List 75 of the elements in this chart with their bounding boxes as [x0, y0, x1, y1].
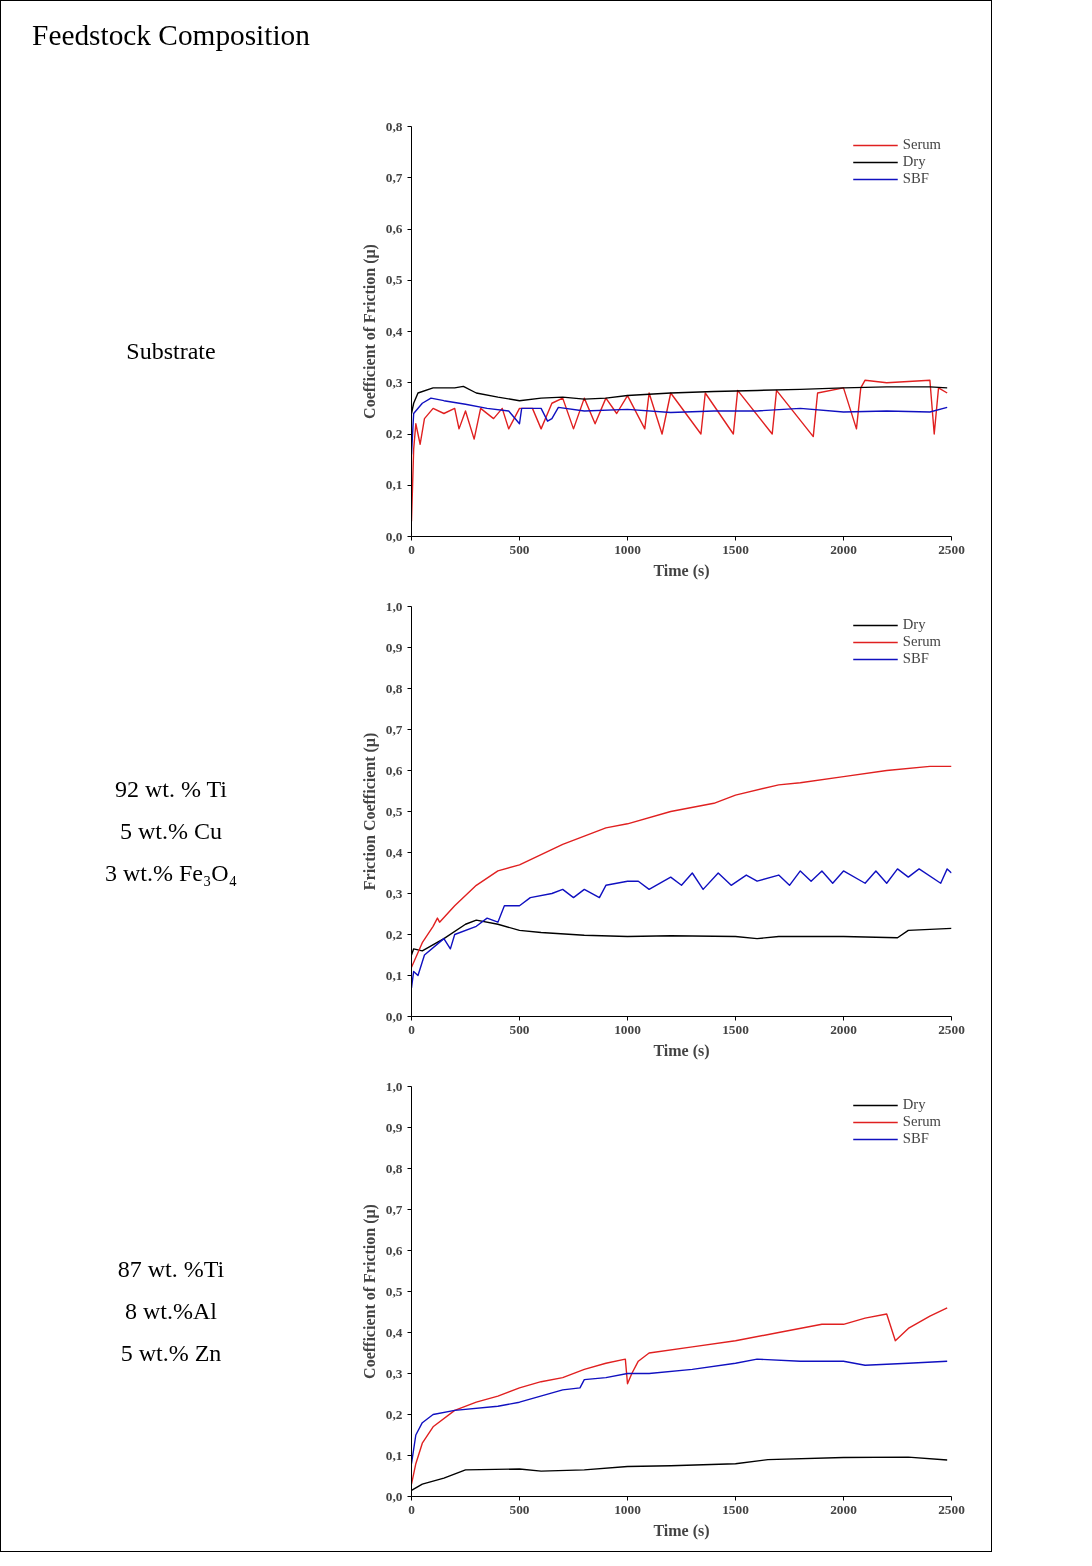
y-tick-label: 0,5: [385, 272, 403, 288]
x-axis-title: Time (s): [653, 1521, 710, 1540]
y-axis-title: Coefficient of Friction (μ): [360, 1204, 379, 1379]
text: Feedstock Composition: [32, 18, 310, 53]
y-tick-label: 0,2: [385, 1406, 403, 1422]
text: 8 wt.%Al: [124, 1296, 218, 1326]
y-tick-label: 0,5: [385, 803, 403, 819]
y-axis-title: Coefficient of Friction (μ): [360, 244, 379, 419]
x-tick-label: 1000: [614, 1501, 642, 1517]
legend-label: Serum: [902, 136, 941, 153]
y-tick-label: 0,0: [385, 528, 403, 544]
line-series: [411, 765, 952, 968]
y-tick-label: 0,8: [385, 118, 403, 134]
y-axis-title: Friction Coefficient (μ): [360, 732, 379, 891]
y-tick-label: 0,3: [385, 885, 403, 901]
line-series: [411, 1358, 948, 1465]
y-tick-label: 1,0: [385, 1078, 403, 1094]
y-tick-label: 0,4: [385, 323, 403, 339]
legend-label: SBF: [902, 650, 929, 667]
legend-label: Dry: [902, 1096, 926, 1113]
legend-label: Serum: [902, 633, 941, 650]
y-tick-label: 0,4: [385, 844, 403, 860]
y-tick-label: 0,1: [385, 967, 403, 983]
y-tick-label: 0,7: [385, 1201, 403, 1217]
y-tick-label: 0,0: [385, 1488, 403, 1504]
x-tick-label: 2500: [938, 541, 966, 557]
y-tick-label: 0,7: [385, 721, 403, 737]
y-tick-label: 0,7: [385, 169, 403, 185]
x-tick-label: 1500: [722, 1021, 750, 1037]
text: Substrate: [125, 336, 217, 366]
x-tick-label: 1000: [614, 541, 642, 557]
x-axis-title: Time (s): [653, 561, 710, 580]
y-tick-label: 0,1: [385, 477, 403, 493]
legend-label: Serum: [902, 1113, 941, 1130]
y-tick-label: 0,3: [385, 1365, 403, 1381]
y-tick-label: 0,8: [385, 680, 403, 696]
x-tick-label: 0: [408, 1501, 416, 1517]
x-tick-label: 500: [509, 1501, 530, 1517]
y-tick-label: 0,6: [385, 1242, 403, 1258]
legend-label: SBF: [902, 1130, 929, 1147]
x-tick-label: 2500: [938, 1021, 966, 1037]
text: 5 wt.% Cu: [119, 816, 223, 846]
y-tick-label: 0,8: [385, 1160, 403, 1176]
x-tick-label: 500: [509, 541, 530, 557]
x-tick-label: 2000: [830, 1021, 858, 1037]
y-tick-label: 0,1: [385, 1447, 403, 1463]
y-tick-label: 0,4: [385, 1324, 403, 1340]
y-tick-label: 0,0: [385, 1008, 403, 1024]
y-tick-label: 0,9: [385, 639, 403, 655]
x-tick-label: 1500: [722, 541, 750, 557]
text: 5 wt.% Zn: [119, 1339, 223, 1369]
x-tick-label: 0: [408, 541, 416, 557]
y-tick-label: 1,0: [385, 598, 403, 614]
y-tick-label: 0,6: [385, 221, 403, 236]
text: 87 wt. %Ti: [116, 1254, 226, 1284]
text: 92 wt. % Ti: [113, 774, 228, 804]
x-tick-label: 2000: [830, 541, 858, 557]
x-tick-label: 0: [408, 1021, 416, 1037]
x-axis-title: Time (s): [653, 1041, 710, 1060]
y-tick-label: 0,6: [385, 762, 403, 778]
y-tick-label: 0,9: [385, 1119, 403, 1135]
y-tick-label: 0,2: [385, 926, 403, 942]
x-tick-label: 2500: [938, 1501, 966, 1517]
line-series: [411, 1307, 948, 1485]
text: 3 wt.% Fe₃O₄: [103, 859, 239, 889]
legend-label: SBF: [902, 170, 929, 187]
y-tick-label: 0,5: [385, 1283, 403, 1299]
legend-label: Dry: [902, 153, 926, 170]
y-tick-label: 0,2: [385, 426, 403, 441]
x-tick-label: 500: [509, 1021, 530, 1037]
x-tick-label: 1500: [722, 1501, 750, 1517]
y-tick-label: 0,3: [385, 374, 403, 390]
legend-label: Dry: [902, 616, 926, 633]
x-tick-label: 1000: [614, 1021, 642, 1037]
x-tick-label: 2000: [830, 1501, 858, 1517]
